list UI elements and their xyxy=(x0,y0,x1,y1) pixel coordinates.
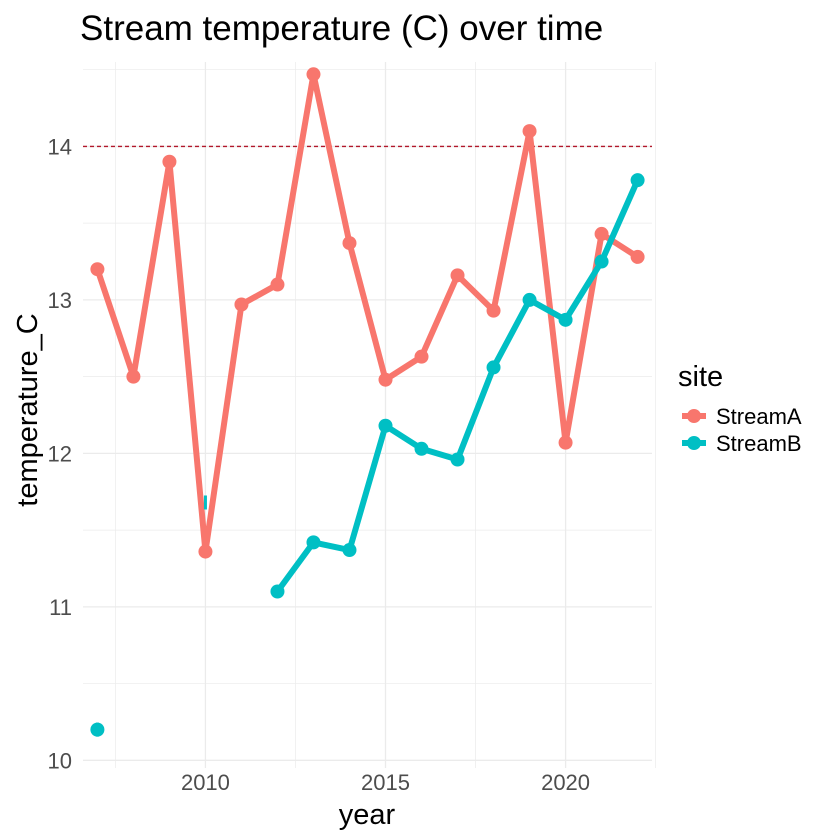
legend-marker xyxy=(687,409,701,423)
data-point-StreamA xyxy=(234,297,249,312)
data-point-StreamB xyxy=(342,543,357,558)
data-point-StreamA xyxy=(306,67,321,82)
data-point-StreamB xyxy=(306,535,321,550)
series-layer xyxy=(90,67,645,737)
data-point-StreamA xyxy=(558,435,573,450)
legend-key-StreamA xyxy=(682,409,706,423)
data-point-StreamA xyxy=(90,262,105,277)
data-point-StreamB xyxy=(414,441,429,456)
y-tick-label: 12 xyxy=(48,441,72,466)
legend-marker xyxy=(687,436,701,450)
data-point-StreamA xyxy=(486,303,501,318)
series-StreamA xyxy=(90,67,645,559)
x-tick-label: 2015 xyxy=(361,770,410,795)
x-axis-ticks: 2010 2015 2020 xyxy=(181,770,590,795)
chart-title: Stream temperature (C) over time xyxy=(80,9,603,48)
data-point-StreamB xyxy=(594,254,609,269)
data-point-StreamB xyxy=(630,173,645,188)
data-point-StreamA xyxy=(630,249,645,264)
data-point-StreamA xyxy=(450,268,465,283)
data-point-StreamA xyxy=(126,369,141,384)
data-point-StreamB xyxy=(486,360,501,375)
y-tick-label: 10 xyxy=(48,748,72,773)
x-axis-title: year xyxy=(339,799,396,831)
data-point-StreamA xyxy=(198,544,213,559)
data-point-StreamB xyxy=(522,292,537,307)
legend-label: StreamA xyxy=(716,404,802,429)
y-axis-ticks: 10 11 12 13 14 xyxy=(48,134,72,773)
data-point-StreamA xyxy=(414,349,429,364)
data-point-StreamA xyxy=(270,277,285,292)
data-point-StreamA xyxy=(594,226,609,241)
y-tick-label: 14 xyxy=(48,134,72,159)
y-axis-title: temperature_C xyxy=(12,313,44,506)
data-point-StreamA xyxy=(522,124,537,139)
legend-title: site xyxy=(678,361,723,393)
data-point-StreamB xyxy=(270,584,285,599)
x-tick-label: 2010 xyxy=(181,770,230,795)
legend-label: StreamB xyxy=(716,431,802,456)
data-point-StreamB xyxy=(558,312,573,327)
y-tick-label: 11 xyxy=(49,595,72,620)
data-point-StreamB xyxy=(450,452,465,467)
data-point-StreamA xyxy=(342,236,357,251)
x-tick-label: 2020 xyxy=(541,770,590,795)
series-StreamB xyxy=(90,173,645,737)
data-point-StreamA xyxy=(378,372,393,387)
y-tick-label: 13 xyxy=(48,288,72,313)
data-point-StreamA xyxy=(162,154,177,169)
data-point-StreamB xyxy=(90,722,105,737)
series-line-StreamA xyxy=(94,71,640,555)
legend-key-StreamB xyxy=(682,436,706,450)
data-point-StreamB xyxy=(378,418,393,433)
